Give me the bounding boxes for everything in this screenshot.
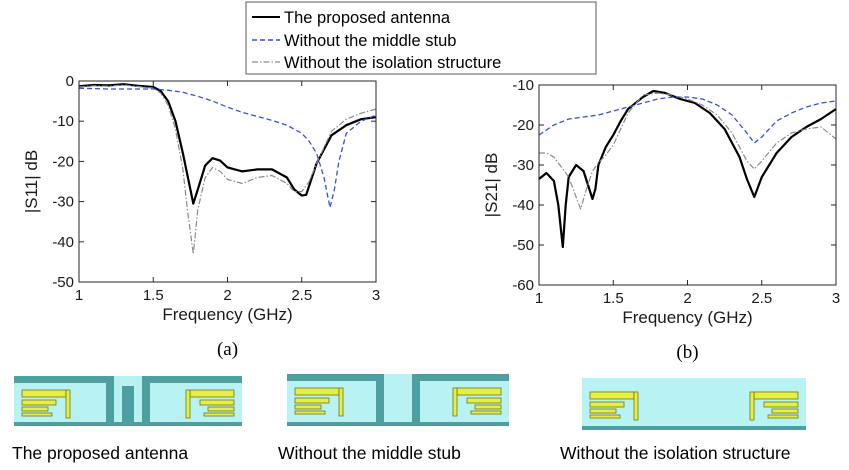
legend-label-no-isolation: Without the isolation structure bbox=[284, 54, 501, 72]
structure-caption-no-middle-stub: Without the middle stub bbox=[278, 443, 461, 463]
s21-xtick-label: 3 bbox=[832, 290, 840, 307]
s11-plot-area bbox=[79, 81, 376, 282]
patch-feed bbox=[65, 389, 71, 419]
patch-strip bbox=[294, 410, 326, 415]
s21-caption: (b) bbox=[676, 342, 698, 363]
s21-xtick-label: 2 bbox=[683, 290, 691, 307]
patch-feed bbox=[185, 389, 191, 419]
s21-ytick-label: -60 bbox=[512, 277, 534, 294]
patch-strip bbox=[294, 404, 322, 410]
patch-feed bbox=[338, 387, 344, 417]
structure-no-middle-stub bbox=[287, 374, 509, 426]
s21-ytick-label: -10 bbox=[512, 77, 534, 94]
patch-strip bbox=[763, 401, 799, 408]
s21-xtick-label: 2.5 bbox=[751, 290, 772, 307]
s21-ytick-label: -50 bbox=[512, 237, 534, 254]
s11-xlabel: Frequency (GHz) bbox=[162, 305, 292, 324]
ground-plane bbox=[582, 426, 806, 430]
s21-ylabel: |S21| dB bbox=[482, 153, 501, 218]
s21-xtick-label: 1.5 bbox=[603, 290, 624, 307]
s11-xtick-label: 1.5 bbox=[143, 287, 164, 304]
patch-strip bbox=[470, 410, 502, 415]
isolation-post-left bbox=[106, 376, 114, 422]
s21-plot-area bbox=[539, 85, 836, 285]
structure-proposed bbox=[14, 376, 242, 426]
structure-caption-proposed: The proposed antenna bbox=[12, 443, 189, 463]
patch-strip bbox=[753, 391, 799, 400]
patch-strip bbox=[21, 406, 49, 412]
ground-plane bbox=[287, 422, 509, 426]
isolation-arm-right bbox=[143, 376, 242, 383]
legend-label-proposed: The proposed antenna bbox=[284, 9, 451, 27]
antenna-structures bbox=[14, 374, 806, 430]
s21-ytick-label: -20 bbox=[512, 117, 534, 134]
isolation-arm-left bbox=[287, 374, 383, 381]
s11-series-proposed bbox=[78, 83, 377, 205]
patch-strip bbox=[199, 399, 235, 406]
isolation-post-right bbox=[142, 376, 150, 422]
patch-strip bbox=[474, 404, 502, 410]
patch-strip bbox=[767, 414, 799, 419]
s11-ytick-label: -30 bbox=[52, 194, 74, 211]
s11-xtick-label: 1 bbox=[75, 287, 83, 304]
patch-strip bbox=[456, 387, 502, 396]
s11-ytick-label: 0 bbox=[66, 73, 74, 90]
s21-ytick-label: -30 bbox=[512, 157, 534, 174]
s11-series-no-middle-stub bbox=[78, 87, 377, 209]
legend: The proposed antenna Without the middle … bbox=[245, 1, 597, 75]
patch-strip bbox=[466, 397, 502, 404]
s11-series-no-isolation bbox=[78, 84, 377, 255]
isolation-post-left bbox=[376, 374, 384, 422]
middle-stub bbox=[122, 386, 134, 422]
s11-ytick-label: -40 bbox=[52, 234, 74, 251]
legend-box bbox=[245, 1, 597, 75]
patch-strip bbox=[21, 412, 53, 417]
s21-series-no-isolation bbox=[539, 92, 837, 210]
s11-xtick-label: 2.5 bbox=[291, 287, 312, 304]
s21-series-no-middle-stub bbox=[538, 96, 837, 144]
isolation-post-right bbox=[412, 374, 420, 422]
patch-strip bbox=[589, 414, 621, 419]
isolation-arm-right bbox=[413, 374, 509, 381]
patch-strip bbox=[589, 401, 625, 408]
patch-feed bbox=[452, 387, 458, 417]
patch-feed bbox=[633, 391, 639, 421]
s21-xtick-label: 1 bbox=[535, 290, 543, 307]
chart-s11: 1 1.5 2 2.5 3 0 -10 -20 -30 -40 -50 Frequency (GHz)… bbox=[22, 73, 380, 360]
patch-feed bbox=[749, 391, 755, 421]
patch-strip bbox=[771, 408, 799, 414]
s21-ytick-label: -40 bbox=[512, 197, 534, 214]
ground-plane bbox=[14, 422, 242, 426]
chart-s21: 1 1.5 2 2.5 3 -10 -20 -30 -40 -50 -60 Frequency (GH… bbox=[482, 77, 840, 363]
structure-no-isolation bbox=[582, 378, 806, 430]
patch-strip bbox=[21, 399, 57, 406]
s11-caption: (a) bbox=[217, 339, 238, 360]
s11-ytick-label: -50 bbox=[52, 274, 74, 291]
structure-caption-no-isolation: Without the isolation structure bbox=[560, 443, 791, 463]
patch-strip bbox=[294, 387, 340, 396]
s11-xtick-label: 2 bbox=[223, 287, 231, 304]
s21-series-proposed bbox=[538, 89, 837, 249]
s11-ylabel: |S11| dB bbox=[22, 150, 41, 213]
s11-xtick-label: 3 bbox=[372, 287, 380, 304]
patch-strip bbox=[203, 412, 235, 417]
patch-strip bbox=[589, 408, 617, 414]
patch-strip bbox=[189, 389, 235, 398]
s11-ytick-label: -20 bbox=[52, 153, 74, 170]
s11-ytick-label: -10 bbox=[52, 113, 74, 130]
legend-label-no-middle-stub: Without the middle stub bbox=[284, 32, 456, 50]
s21-xlabel: Frequency (GHz) bbox=[622, 308, 752, 327]
patch-strip bbox=[207, 406, 235, 412]
patch-strip bbox=[294, 397, 330, 404]
isolation-arm-left bbox=[14, 376, 113, 383]
patch-strip bbox=[589, 391, 635, 400]
patch-strip bbox=[21, 389, 67, 398]
